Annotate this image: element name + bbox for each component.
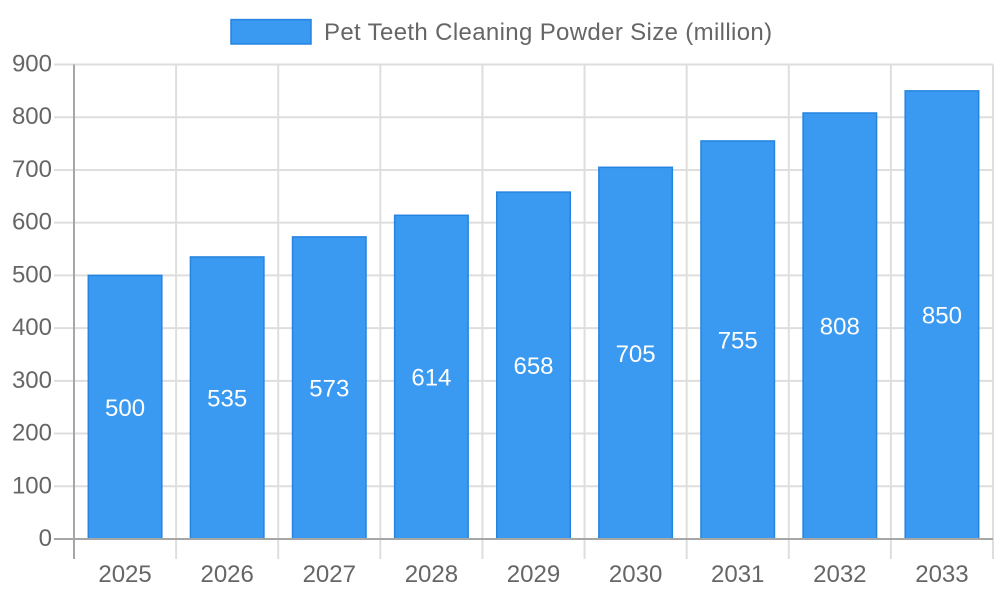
svg-text:700: 700 — [12, 156, 52, 183]
svg-text:0: 0 — [39, 525, 52, 552]
svg-text:500: 500 — [12, 261, 52, 288]
svg-text:800: 800 — [12, 103, 52, 130]
svg-text:755: 755 — [718, 328, 758, 355]
svg-text:2030: 2030 — [609, 561, 662, 588]
svg-text:500: 500 — [105, 395, 145, 422]
svg-text:614: 614 — [411, 365, 451, 392]
svg-text:100: 100 — [12, 472, 52, 499]
svg-text:2031: 2031 — [711, 561, 764, 588]
svg-text:658: 658 — [513, 353, 553, 380]
svg-text:2026: 2026 — [200, 561, 253, 588]
svg-text:900: 900 — [12, 51, 52, 78]
svg-text:850: 850 — [922, 303, 962, 330]
svg-text:2028: 2028 — [405, 561, 458, 588]
svg-text:2029: 2029 — [507, 561, 560, 588]
svg-text:300: 300 — [12, 367, 52, 394]
svg-text:200: 200 — [12, 420, 52, 447]
svg-text:2032: 2032 — [813, 561, 866, 588]
svg-text:Pet Teeth Cleaning Powder Size: Pet Teeth Cleaning Powder Size (million) — [324, 19, 772, 46]
svg-text:2025: 2025 — [98, 561, 151, 588]
svg-text:705: 705 — [616, 341, 656, 368]
svg-text:400: 400 — [12, 314, 52, 341]
svg-text:535: 535 — [207, 386, 247, 413]
svg-text:573: 573 — [309, 376, 349, 403]
svg-text:808: 808 — [820, 314, 860, 341]
svg-text:2033: 2033 — [915, 561, 968, 588]
svg-text:600: 600 — [12, 209, 52, 236]
svg-text:2027: 2027 — [303, 561, 356, 588]
